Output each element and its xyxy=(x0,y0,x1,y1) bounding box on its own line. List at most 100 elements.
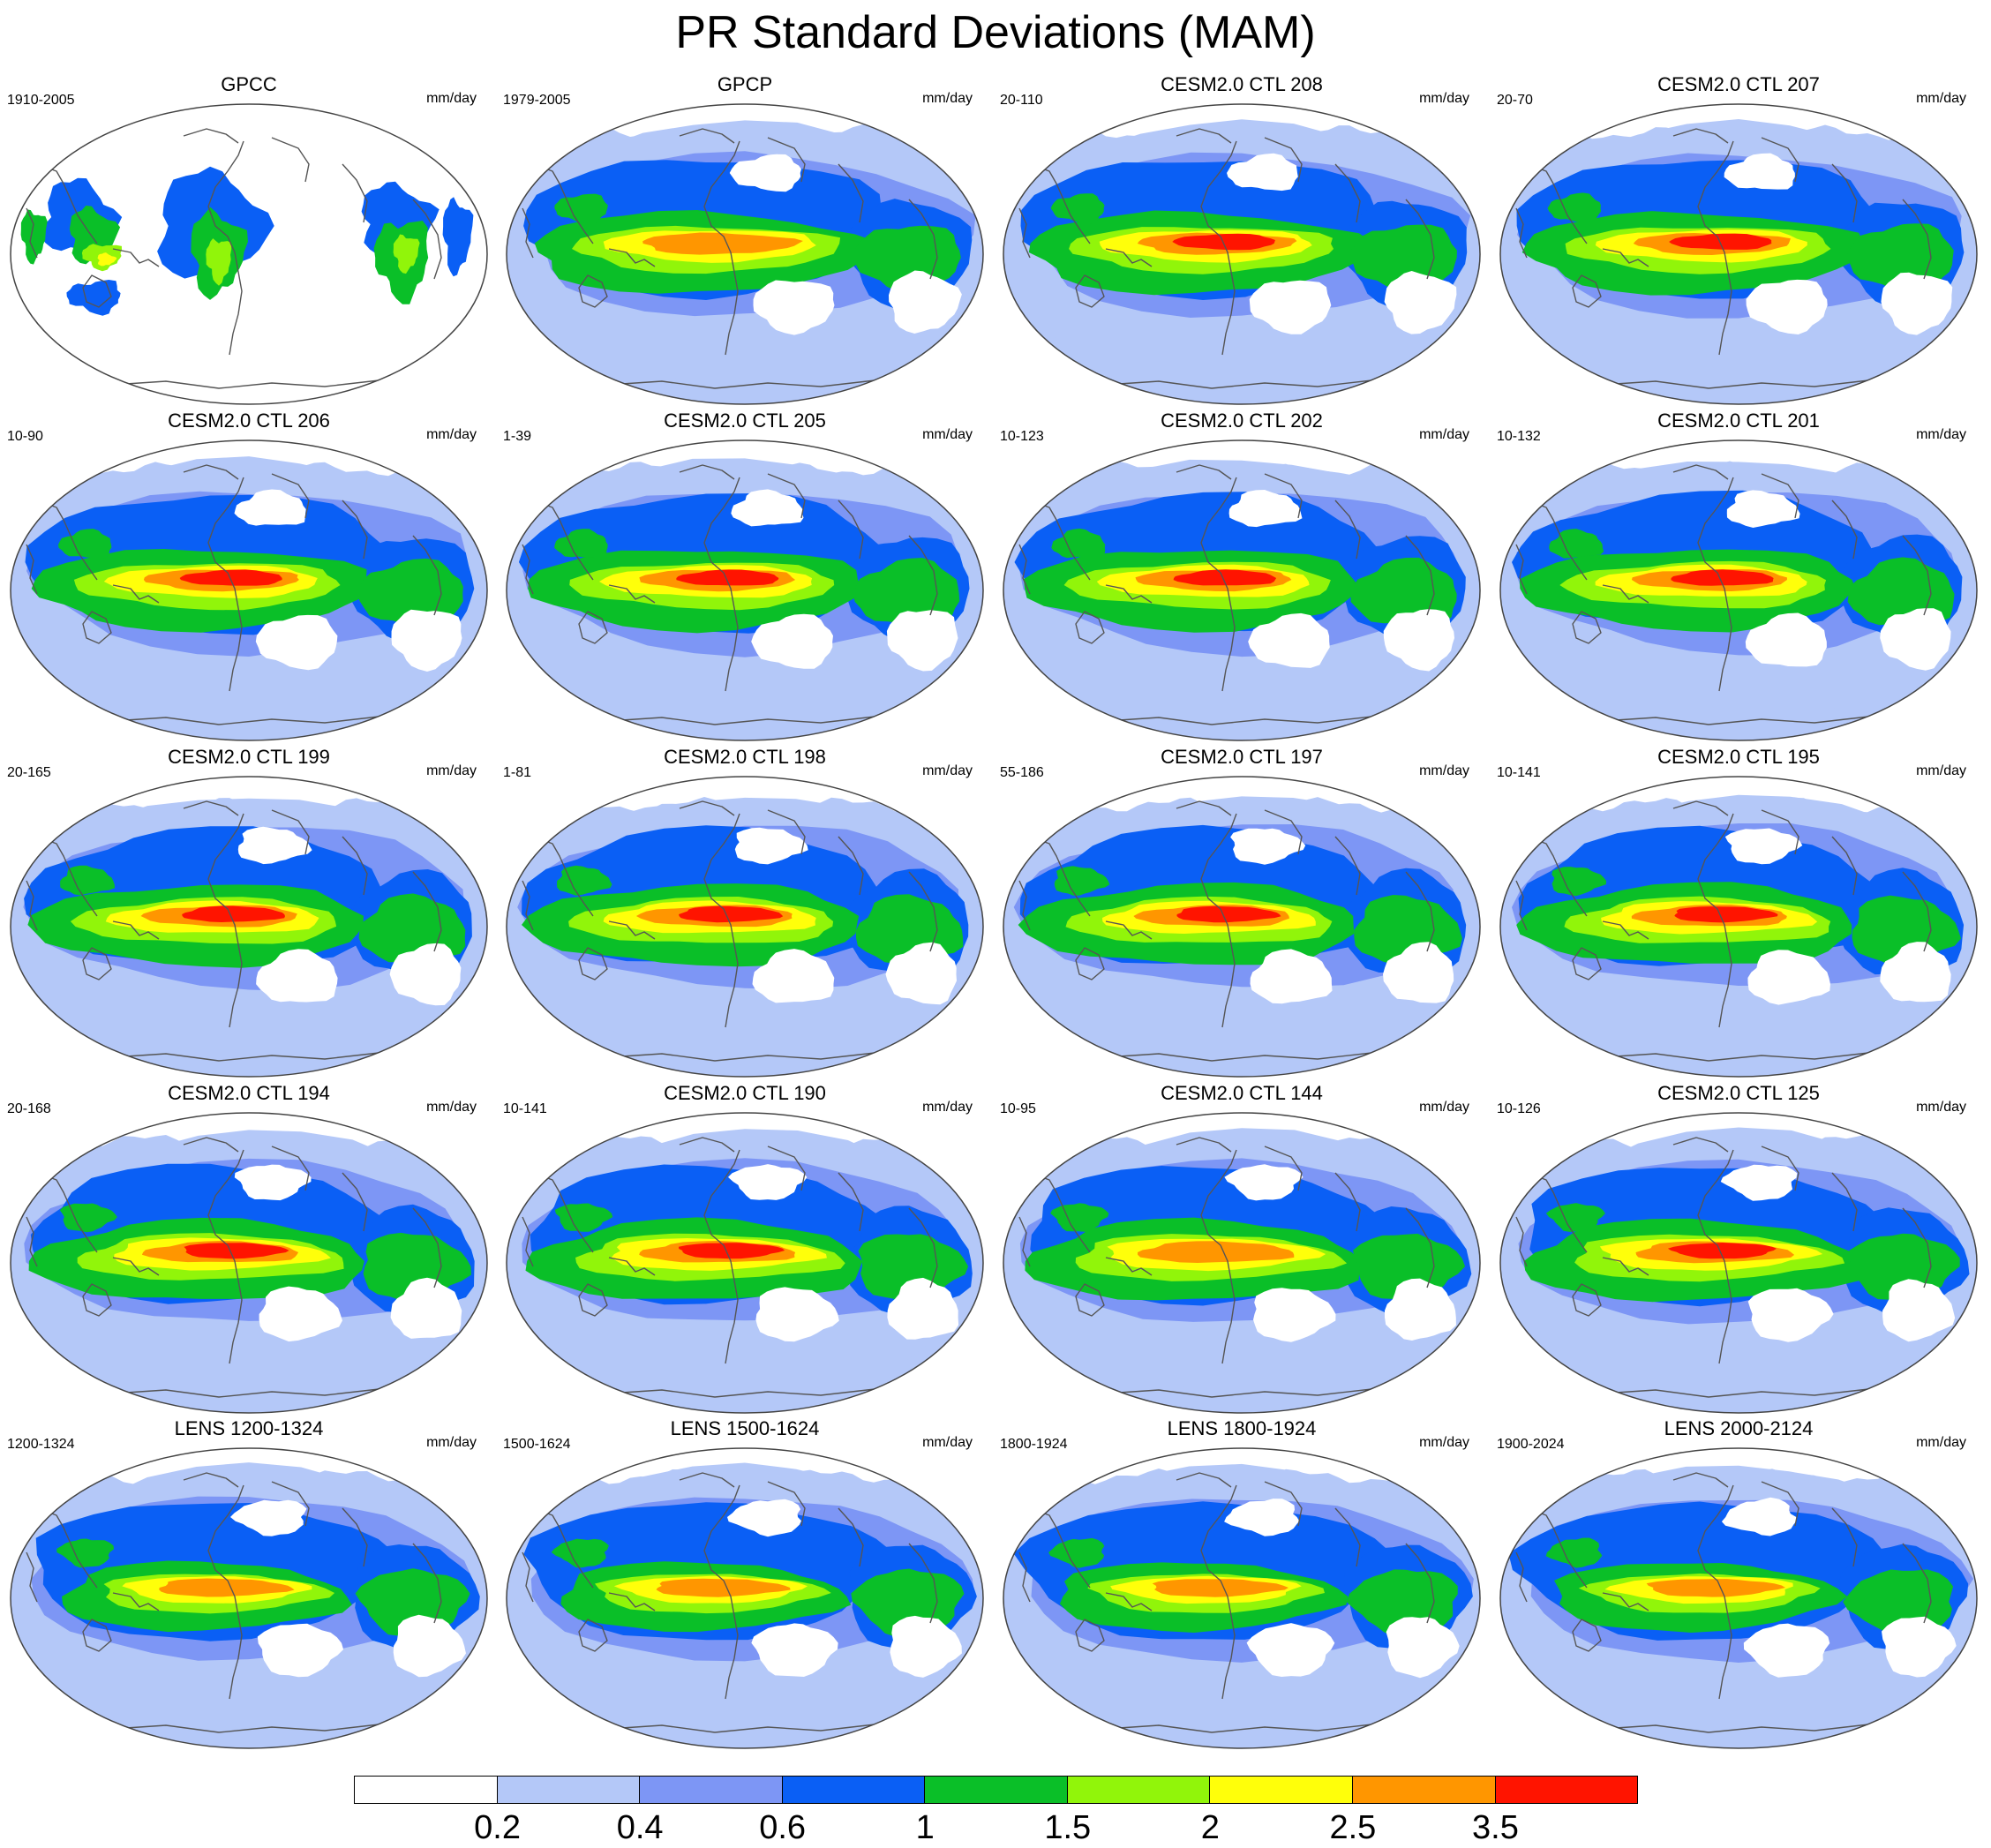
map-outline xyxy=(1499,103,1978,405)
precip-contour xyxy=(1745,612,1827,667)
panel-title: CESM2.0 CTL 125 xyxy=(1657,1082,1820,1104)
coastline xyxy=(342,1172,368,1232)
coastline xyxy=(1531,165,1588,244)
panel-title: GPCC xyxy=(221,73,277,95)
coastline xyxy=(82,1283,112,1317)
precip-contour xyxy=(890,1615,962,1678)
precip-contour xyxy=(728,1164,808,1200)
precip-contour xyxy=(357,558,463,628)
coastline xyxy=(1075,1283,1105,1317)
panel-period: 1500-1624 xyxy=(503,1437,571,1452)
polar-region xyxy=(11,1448,484,1484)
precip-contour xyxy=(1230,828,1306,865)
precip-contour xyxy=(731,489,804,527)
coastline xyxy=(522,207,534,259)
panel-title: CESM2.0 CTL 144 xyxy=(1161,1082,1323,1104)
coastline xyxy=(703,140,740,356)
precip-map xyxy=(1003,776,1481,1078)
precip-contour xyxy=(1246,1623,1335,1677)
map-outline xyxy=(1499,1112,1978,1414)
coastline xyxy=(1264,473,1303,519)
map-outline xyxy=(506,439,984,741)
panel-title: CESM2.0 CTL 206 xyxy=(168,409,330,432)
panel-title: LENS 1200-1324 xyxy=(174,1417,324,1439)
coastline xyxy=(1602,584,1649,604)
precip-contour xyxy=(69,205,121,265)
coastline xyxy=(1405,1207,1435,1288)
precip-contour xyxy=(1549,529,1604,559)
precip-contour xyxy=(1667,1243,1777,1259)
coastline xyxy=(1075,611,1105,644)
precip-map xyxy=(1499,1447,1978,1749)
map-outline xyxy=(1499,439,1978,741)
colorbar-segment xyxy=(354,1776,498,1804)
panel-units: mm/day xyxy=(922,91,973,106)
coastline xyxy=(183,800,239,816)
precip-contour xyxy=(234,489,306,526)
panel-title: CESM2.0 CTL 194 xyxy=(168,1082,330,1104)
coastline xyxy=(1176,1472,1232,1488)
panel-period: 1-81 xyxy=(503,765,532,780)
precip-contour xyxy=(729,154,801,192)
precip-contour xyxy=(1724,153,1795,190)
coastline xyxy=(537,1174,594,1253)
precip-map xyxy=(506,776,984,1078)
map-panel: CESM2.0 CTL 199 20-165 mm/day xyxy=(0,745,498,1082)
panel-period: 10-126 xyxy=(1497,1101,1541,1116)
map-panel: GPCP 1979-2005 mm/day xyxy=(496,72,994,409)
map-panel: CESM2.0 CTL 198 1-81 mm/day xyxy=(496,745,994,1082)
coastline xyxy=(1334,836,1361,896)
map-panel: CESM2.0 CTL 206 10-90 mm/day xyxy=(0,409,498,746)
coastline xyxy=(767,809,806,855)
coastline xyxy=(522,544,534,595)
coastline xyxy=(767,473,806,519)
coastline xyxy=(1672,800,1729,816)
panel-units: mm/day xyxy=(426,763,477,778)
precip-contour xyxy=(752,949,835,1003)
panel-units: mm/day xyxy=(922,1435,973,1450)
polar-region xyxy=(507,777,980,813)
coastline xyxy=(1105,1257,1153,1276)
coastline xyxy=(1902,871,1932,952)
panel-title: LENS 1800-1924 xyxy=(1167,1417,1317,1439)
coastline xyxy=(1831,836,1858,896)
precip-contour xyxy=(554,529,608,558)
map-panel: LENS 1200-1324 1200-1324 mm/day xyxy=(0,1416,498,1754)
coastline xyxy=(838,836,864,896)
coastline xyxy=(1334,1172,1361,1232)
precip-contour xyxy=(1880,608,1951,671)
precip-contour xyxy=(1172,233,1275,251)
panel-units: mm/day xyxy=(1916,1100,1966,1115)
polar-region xyxy=(507,1448,980,1484)
coastline xyxy=(522,880,534,931)
coastline xyxy=(1334,500,1361,560)
precip-contour xyxy=(1054,866,1110,896)
precip-contour xyxy=(889,270,962,334)
coastline xyxy=(1405,535,1435,616)
coastline xyxy=(1761,137,1799,183)
coastline xyxy=(908,1543,938,1624)
precip-contour xyxy=(1152,1579,1289,1597)
precip-map xyxy=(10,776,488,1078)
polar-region xyxy=(507,1113,980,1149)
precip-contour xyxy=(1545,1537,1603,1568)
map-panel: CESM2.0 CTL 201 10-132 mm/day xyxy=(1490,409,1987,746)
coastline xyxy=(412,199,442,280)
coastline xyxy=(207,1149,244,1364)
map-panel: CESM2.0 CTL 125 10-126 mm/day xyxy=(1490,1081,1987,1418)
polar-region xyxy=(1500,1713,1973,1748)
precip-contour xyxy=(1671,569,1774,586)
coastline xyxy=(1200,1484,1237,1700)
map-outline xyxy=(10,776,488,1078)
coastline xyxy=(679,464,735,480)
coastline xyxy=(1200,813,1237,1028)
coastline xyxy=(207,477,244,692)
precip-contour xyxy=(1720,1164,1798,1201)
precip-contour xyxy=(1383,942,1454,1003)
coastline xyxy=(1761,809,1799,855)
panel-units: mm/day xyxy=(426,427,477,442)
coastline xyxy=(1176,128,1232,144)
precip-contour xyxy=(1383,609,1454,672)
polar-region xyxy=(1500,777,1973,813)
precip-contour xyxy=(59,1203,117,1233)
